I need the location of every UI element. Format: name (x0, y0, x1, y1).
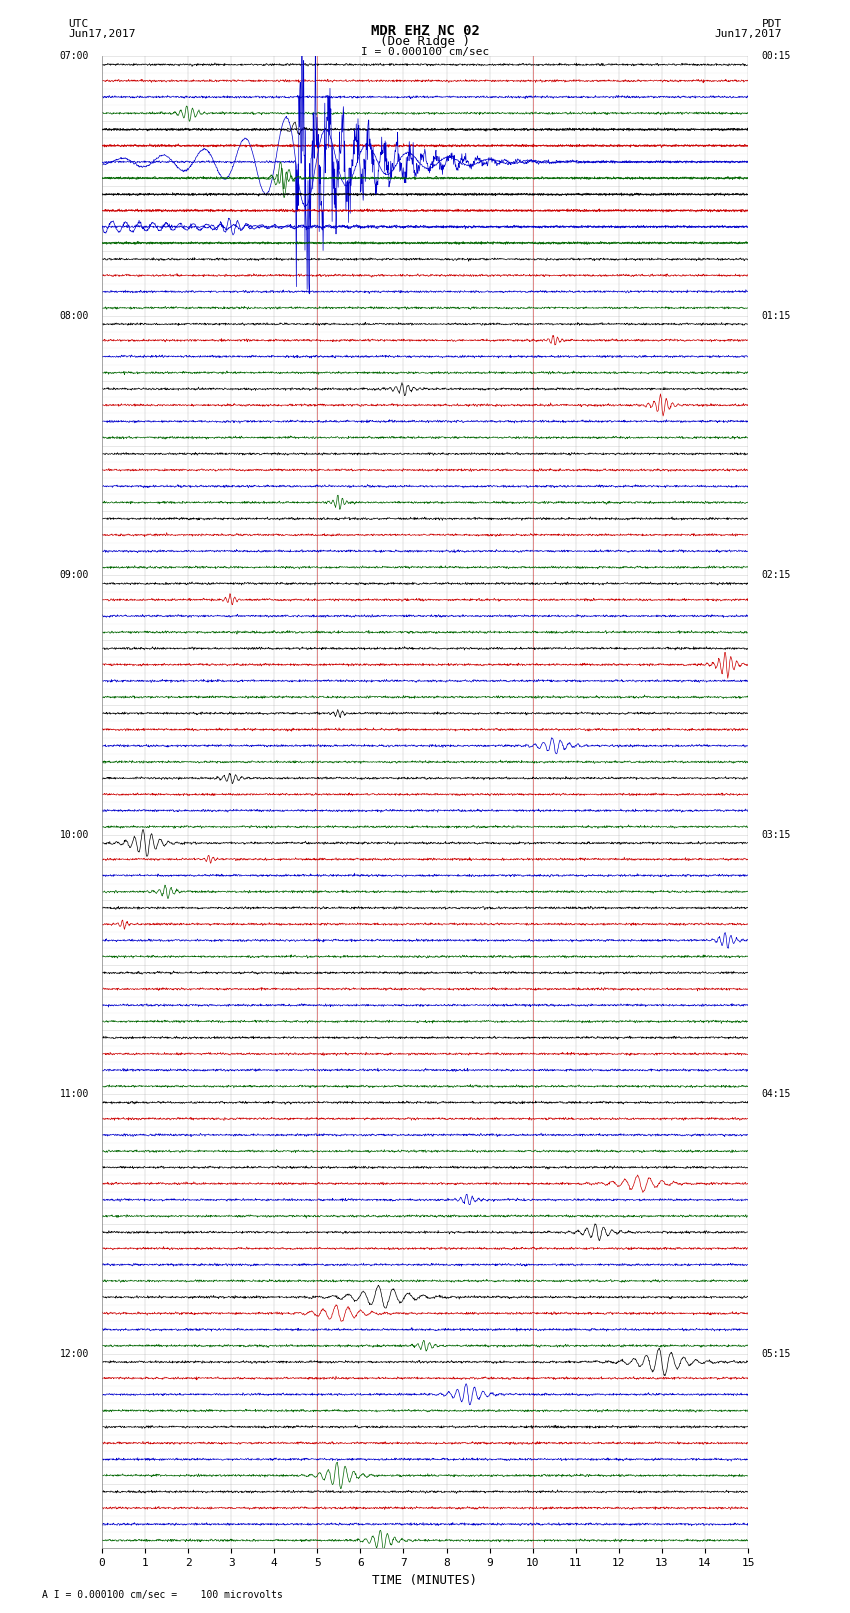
Text: PDT: PDT (762, 19, 782, 29)
Text: Jun17,2017: Jun17,2017 (68, 29, 135, 39)
Text: 10:00: 10:00 (60, 831, 89, 840)
Text: 03:15: 03:15 (761, 831, 790, 840)
Text: Jun17,2017: Jun17,2017 (715, 29, 782, 39)
X-axis label: TIME (MINUTES): TIME (MINUTES) (372, 1574, 478, 1587)
Text: A I = 0.000100 cm/sec =    100 microvolts: A I = 0.000100 cm/sec = 100 microvolts (42, 1590, 283, 1600)
Text: 11:00: 11:00 (60, 1089, 89, 1100)
Text: 00:15: 00:15 (761, 52, 790, 61)
Text: I = 0.000100 cm/sec: I = 0.000100 cm/sec (361, 47, 489, 56)
Text: 02:15: 02:15 (761, 571, 790, 581)
Text: MDR EHZ NC 02: MDR EHZ NC 02 (371, 24, 479, 39)
Text: 07:00: 07:00 (60, 52, 89, 61)
Text: 12:00: 12:00 (60, 1348, 89, 1358)
Text: UTC: UTC (68, 19, 88, 29)
Text: 04:15: 04:15 (761, 1089, 790, 1100)
Text: 08:00: 08:00 (60, 311, 89, 321)
Text: (Doe Ridge ): (Doe Ridge ) (380, 35, 470, 48)
Text: 01:15: 01:15 (761, 311, 790, 321)
Text: 05:15: 05:15 (761, 1348, 790, 1358)
Text: 09:00: 09:00 (60, 571, 89, 581)
